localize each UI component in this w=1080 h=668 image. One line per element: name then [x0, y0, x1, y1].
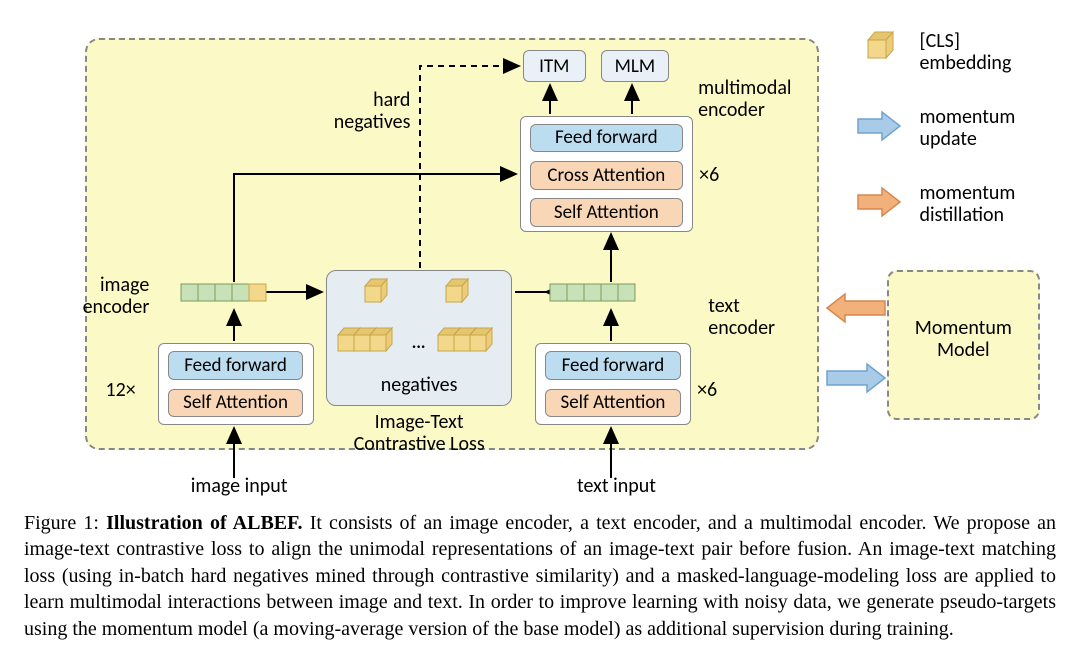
ff-label: Feed forward [562, 354, 665, 377]
itm-head: ITM [523, 50, 586, 82]
figure-caption: Figure 1: Illustration of ALBEF. It cons… [24, 510, 1056, 642]
momentum-model-label: Momentum Model [887, 317, 1040, 361]
legend-update-label: momentum update [919, 106, 1015, 150]
text-encoder-self-attention: Self Attention [545, 389, 681, 417]
ff-label: Feed forward [184, 354, 287, 377]
legend-momentum-update-icon [858, 112, 900, 140]
text-encoder-repeat: ×6 [697, 379, 717, 401]
legend-cls-label: [CLS] embedding [919, 30, 1011, 74]
multimodal-cross-attention: Cross Attention [530, 161, 683, 189]
image-encoder-repeat: 12× [105, 379, 135, 401]
momentum-update-arrow [827, 364, 885, 392]
image-encoder-self-attention: Self Attention [168, 389, 304, 417]
image-input-label: image input [173, 475, 306, 497]
image-encoder-label: image encoder [30, 274, 149, 318]
contrastive-label: Image-Text Contrastive Loss [326, 411, 513, 455]
multimodal-feed-forward: Feed forward [530, 124, 683, 152]
sa-label: Self Attention [561, 391, 666, 414]
multimodal-repeat: ×6 [699, 164, 719, 186]
momentum-distill-arrow [827, 294, 885, 322]
text-encoder-feed-forward: Feed forward [545, 351, 681, 379]
legend-momentum-distill-icon [858, 188, 900, 216]
multimodal-encoder-label: multimodal encoder [698, 77, 791, 121]
sa-label: Self Attention [183, 391, 288, 414]
neg-ellipsis: ··· [400, 337, 437, 357]
text-encoder-label: text encoder [708, 295, 775, 339]
negatives-label: negatives [326, 374, 513, 396]
figure-title: Illustration of ALBEF. [106, 512, 302, 534]
text-input-label: text input [550, 475, 683, 497]
albef-diagram: Feed forward Self Attention image encode… [30, 18, 1050, 492]
legend-distill-label: momentum distillation [919, 182, 1015, 226]
mlm-head: MLM [601, 50, 668, 82]
hard-negatives-label: hard negatives [288, 89, 410, 133]
image-encoder-feed-forward: Feed forward [168, 351, 304, 379]
figure-number: Figure 1: [24, 512, 99, 534]
multimodal-self-attention: Self Attention [530, 198, 683, 226]
legend-cls-cube-icon [868, 32, 893, 58]
